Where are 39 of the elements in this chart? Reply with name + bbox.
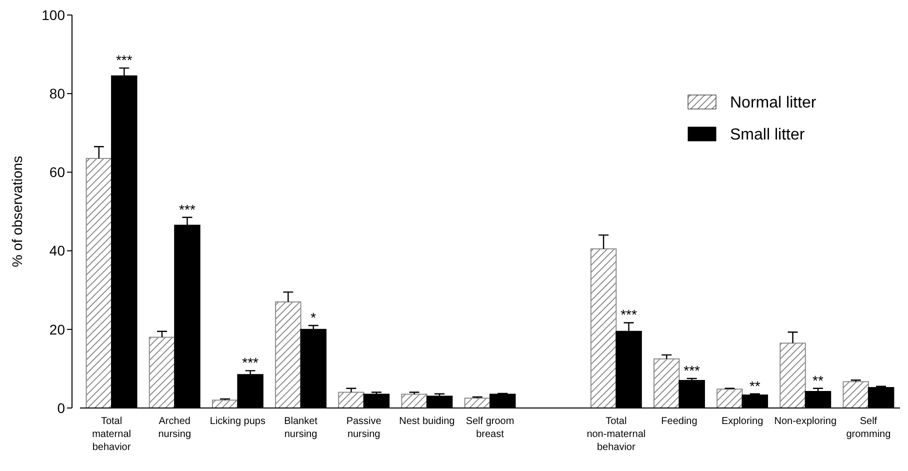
bar	[716, 388, 743, 408]
annotation: **	[812, 372, 824, 388]
y-axis-title: % of observations	[9, 156, 25, 268]
x-tick-label: Blanket nursing	[284, 416, 318, 440]
x-tick-label: Total maternal behavior	[92, 416, 132, 453]
x-tick-label: Passive nursing	[346, 416, 382, 440]
y-tick-label: 60	[49, 164, 66, 180]
annotation: ***	[242, 354, 260, 371]
x-tick-label: Feeding	[661, 416, 698, 427]
annotation: ***	[620, 306, 638, 323]
legend-label: Small litter	[730, 126, 806, 144]
x-tick-label: Non-exploring	[774, 416, 837, 427]
annotation: ***	[179, 201, 196, 218]
bar	[401, 394, 428, 408]
y-tick-label: 100	[42, 6, 66, 23]
bar	[275, 301, 302, 408]
x-tick-label: Licking pups	[210, 416, 266, 427]
y-tick-label: 40	[49, 242, 66, 259]
annotation: **	[749, 378, 761, 394]
x-tick-label: Exploring	[721, 416, 764, 427]
bar	[842, 381, 869, 408]
annotation: ***	[684, 362, 701, 379]
x-tick-label: Self gromming	[846, 416, 891, 440]
y-tick-label: 80	[49, 86, 66, 102]
legend-label: Normal litter	[730, 94, 817, 112]
x-tick-label: Nest buiding	[399, 416, 455, 427]
y-tick-label: 0	[57, 400, 66, 416]
bar	[654, 358, 680, 408]
annotation: ***	[116, 52, 133, 68]
bar	[590, 248, 617, 408]
x-tick-label: Arched nursing	[158, 416, 192, 440]
x-tick-label: Self groom breast	[466, 416, 514, 440]
annotation: *	[310, 309, 317, 326]
bar	[148, 336, 176, 408]
y-tick-label: 20	[49, 321, 66, 338]
bar	[86, 158, 112, 408]
bar	[780, 342, 806, 408]
bar	[338, 392, 364, 408]
x-tick-label: Total non-maternal behavior	[586, 416, 646, 453]
